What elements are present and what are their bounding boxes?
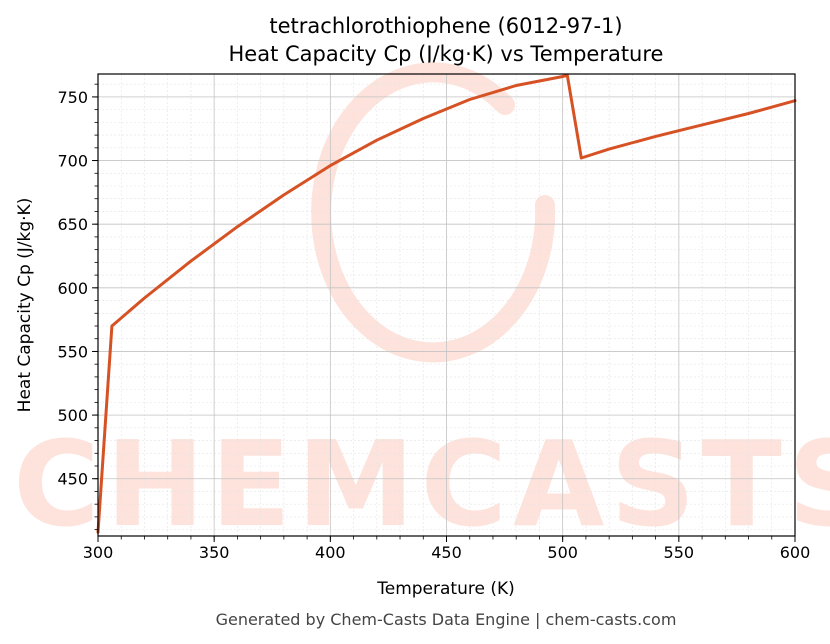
y-tick-label: 450: [57, 470, 88, 489]
y-tick-label: 650: [57, 215, 88, 234]
watermark-text: CHEMCASTS: [13, 415, 830, 553]
x-tick-label: 500: [547, 543, 578, 562]
y-tick-label: 500: [57, 406, 88, 425]
series-layer: [96, 73, 797, 534]
y-tick-label: 600: [57, 279, 88, 298]
chart-subtitle: Heat Capacity Cp (J/kg·K) vs Temperature: [229, 42, 664, 66]
x-tick-label: 600: [780, 543, 811, 562]
x-tick-label: 450: [431, 543, 462, 562]
y-axis: 450 500 550 600 650 700 750: [57, 83, 98, 531]
footer-credit: Generated by Chem-Casts Data Engine | ch…: [216, 610, 677, 629]
x-tick-label: 550: [664, 543, 695, 562]
series-line: [96, 73, 797, 534]
chart-title: tetrachlorothiophene (6012-97-1): [269, 14, 622, 38]
x-tick-label: 300: [83, 543, 114, 562]
y-axis-label: Heat Capacity Cp (J/kg·K): [15, 198, 35, 413]
x-tick-label: 400: [315, 543, 346, 562]
watermark-logo: CHEMCASTS: [13, 62, 830, 553]
x-axis-label: Temperature (K): [376, 579, 515, 599]
y-tick-label: 750: [57, 88, 88, 107]
x-axis: 300 350 400 450 500 550 600: [83, 536, 811, 562]
y-tick-label: 700: [57, 152, 88, 171]
x-tick-label: 350: [199, 543, 230, 562]
y-tick-label: 550: [57, 342, 88, 361]
